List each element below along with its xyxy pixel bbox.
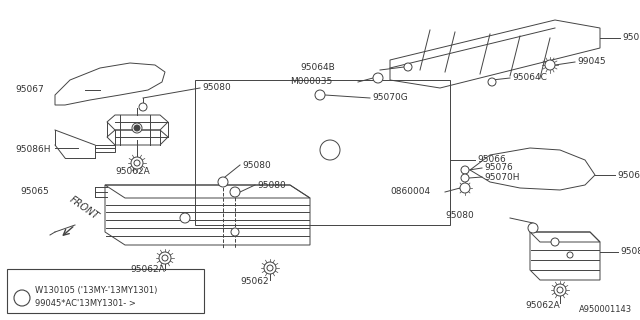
Circle shape bbox=[373, 73, 383, 83]
Circle shape bbox=[159, 252, 171, 264]
Circle shape bbox=[131, 157, 143, 169]
Circle shape bbox=[14, 290, 30, 306]
Text: 95064B: 95064B bbox=[300, 63, 335, 73]
Text: 95067A: 95067A bbox=[617, 171, 640, 180]
Text: 0860004: 0860004 bbox=[390, 188, 430, 196]
FancyBboxPatch shape bbox=[7, 269, 204, 313]
Text: 95076: 95076 bbox=[484, 164, 513, 172]
Circle shape bbox=[488, 78, 496, 86]
Circle shape bbox=[528, 223, 538, 233]
Circle shape bbox=[460, 183, 470, 193]
Text: 95080: 95080 bbox=[445, 211, 474, 220]
Circle shape bbox=[180, 213, 190, 223]
Text: 95066: 95066 bbox=[477, 156, 506, 164]
Text: 1: 1 bbox=[19, 293, 25, 302]
Circle shape bbox=[134, 160, 140, 166]
Circle shape bbox=[264, 262, 276, 274]
Text: 95080: 95080 bbox=[202, 84, 231, 92]
Circle shape bbox=[461, 174, 469, 182]
Text: 95080: 95080 bbox=[242, 161, 271, 170]
Text: W130105 ('13MY-'13MY1301): W130105 ('13MY-'13MY1301) bbox=[35, 285, 157, 294]
Text: 95073C: 95073C bbox=[622, 34, 640, 43]
Circle shape bbox=[461, 166, 469, 174]
Text: 95086H: 95086H bbox=[15, 146, 51, 155]
Circle shape bbox=[557, 287, 563, 293]
Circle shape bbox=[315, 90, 325, 100]
Text: 95062A: 95062A bbox=[115, 167, 150, 177]
Circle shape bbox=[320, 140, 340, 160]
Circle shape bbox=[132, 123, 142, 133]
Text: 95065: 95065 bbox=[20, 188, 49, 196]
Text: 99045: 99045 bbox=[577, 58, 605, 67]
Circle shape bbox=[218, 177, 228, 187]
Text: 95062A: 95062A bbox=[130, 266, 164, 275]
Circle shape bbox=[134, 125, 140, 131]
Text: M000035: M000035 bbox=[290, 77, 332, 86]
Circle shape bbox=[139, 103, 147, 111]
Text: 99045*AC'13MY1301- >: 99045*AC'13MY1301- > bbox=[35, 300, 136, 308]
Circle shape bbox=[404, 63, 412, 71]
Circle shape bbox=[230, 187, 240, 197]
Text: 95062: 95062 bbox=[240, 277, 269, 286]
Text: FRONT: FRONT bbox=[68, 195, 101, 222]
Text: 95064C: 95064C bbox=[512, 74, 547, 83]
Circle shape bbox=[545, 60, 555, 70]
Circle shape bbox=[231, 228, 239, 236]
Circle shape bbox=[554, 284, 566, 296]
Circle shape bbox=[162, 255, 168, 261]
Circle shape bbox=[551, 238, 559, 246]
Text: 95067: 95067 bbox=[15, 85, 44, 94]
Circle shape bbox=[267, 265, 273, 271]
Text: 95062A: 95062A bbox=[525, 301, 560, 310]
Text: 95086I: 95086I bbox=[620, 247, 640, 257]
Text: 95080: 95080 bbox=[257, 180, 285, 189]
Text: A950001143: A950001143 bbox=[579, 305, 632, 314]
Text: 95070H: 95070H bbox=[484, 172, 520, 181]
Circle shape bbox=[567, 252, 573, 258]
Text: 95070G: 95070G bbox=[372, 93, 408, 102]
